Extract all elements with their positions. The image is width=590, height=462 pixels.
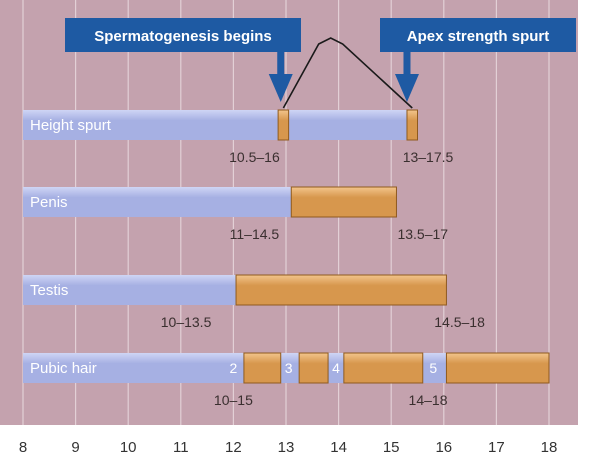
row-label: Testis: [30, 282, 68, 299]
callout-arrow-shaft: [277, 52, 285, 74]
tick-label: 10: [120, 439, 137, 456]
callout-connector: [282, 37, 413, 109]
row-segment: [298, 352, 329, 384]
row-bar: [23, 110, 418, 140]
callout-label: Apex strength spurt: [407, 28, 550, 45]
range-label: 10–13.5: [161, 314, 212, 330]
timeline-row: Pubic hair 2 3 4 5 10–15 14–18: [23, 352, 550, 408]
callout: Spermatogenesis begins: [65, 18, 301, 102]
range-label: 14.5–18: [434, 314, 485, 330]
timeline-row: Height spurt 10.5–16 13–17.5: [23, 109, 454, 165]
row-label: Penis: [30, 194, 68, 211]
height-velocity-curve: [282, 37, 413, 109]
tick-label: 16: [435, 439, 452, 456]
stage-label: 2: [230, 360, 238, 376]
row-segment: [290, 186, 397, 218]
range-label: 14–18: [409, 392, 448, 408]
row-segment: [235, 274, 447, 306]
range-label: 13.5–17: [397, 226, 448, 242]
tick-label: 12: [225, 439, 242, 456]
tick-label: 17: [488, 439, 505, 456]
range-label: 11–14.5: [230, 226, 280, 242]
callout-box: [380, 18, 576, 52]
row-segment: [243, 352, 282, 384]
callout-arrow-head: [394, 74, 419, 102]
timeline-row: Testis 10–13.5 14.5–18: [23, 274, 485, 330]
callout-arrow-head: [268, 74, 293, 102]
tick-label: 13: [278, 439, 295, 456]
timeline-row: Penis 11–14.5 13.5–17: [23, 186, 448, 242]
tick-label: 11: [173, 439, 189, 456]
row-label: Pubic hair: [30, 360, 97, 377]
stage-label: 5: [429, 360, 437, 376]
range-label: 10–15: [214, 392, 253, 408]
callout-box: [65, 18, 301, 52]
row-segment: [406, 109, 419, 141]
x-axis-ticks: 8 9 10 11 12 13 14 15 16 17 18: [19, 439, 558, 456]
row-bar: [23, 187, 292, 217]
row-bar: [23, 275, 237, 305]
range-label: 10.5–16: [229, 149, 280, 165]
tick-label: 18: [541, 439, 558, 456]
callout-arrow-shaft: [403, 52, 411, 74]
stage-label: 4: [332, 360, 340, 376]
row-segment: [343, 352, 424, 384]
range-label: 13–17.5: [403, 149, 454, 165]
tick-label: 8: [19, 439, 27, 456]
callouts: Spermatogenesis begins Apex strength spur…: [65, 18, 576, 102]
stage-label: 3: [285, 360, 293, 376]
tick-label: 15: [383, 439, 400, 456]
tick-label: 9: [71, 439, 79, 456]
row-segment: [445, 352, 550, 384]
row-label: Height spurt: [30, 117, 112, 134]
tick-label: 14: [330, 439, 347, 456]
timeline-rows: Height spurt 10.5–16 13–17.5 Penis 11–14.5 13…: [23, 109, 550, 408]
callout-label: Spermatogenesis begins: [94, 28, 272, 45]
row-segment: [277, 109, 290, 141]
page-right-margin: [578, 0, 590, 462]
callout: Apex strength spurt: [380, 18, 576, 102]
